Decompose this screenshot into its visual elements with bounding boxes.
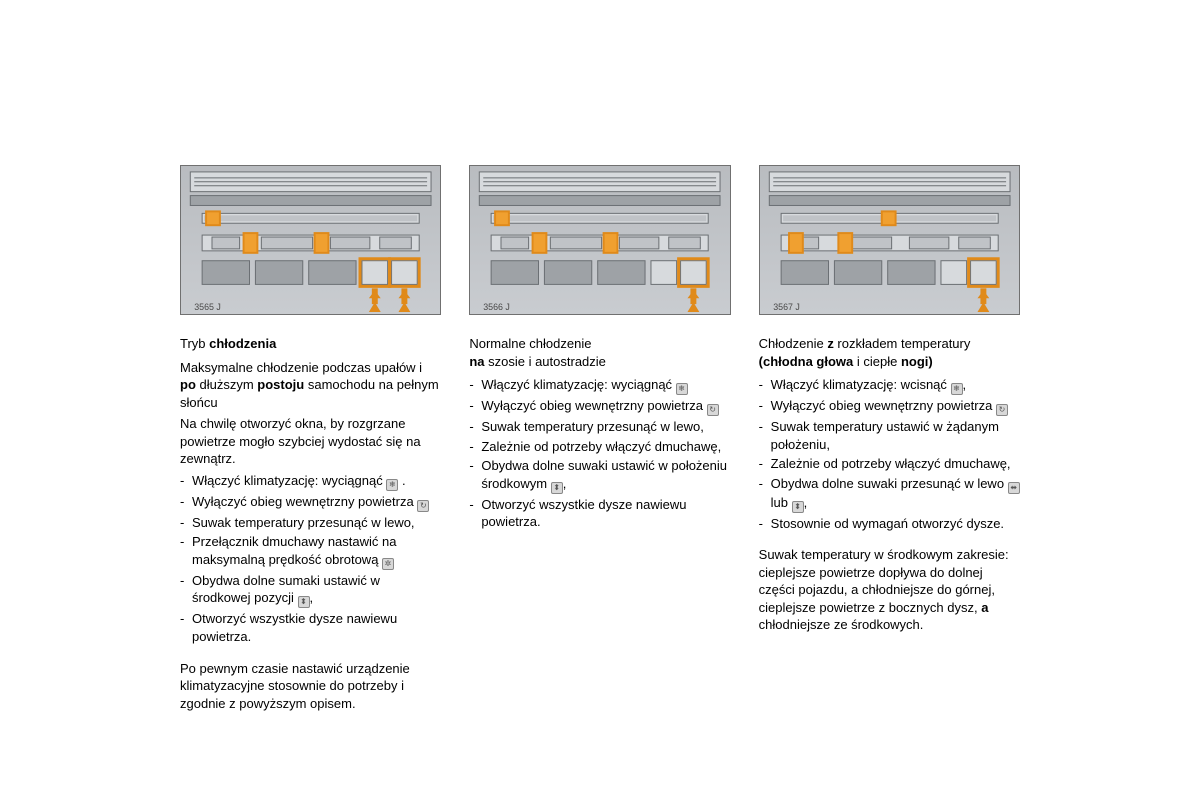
list-item: Suwak temperatury przesunąć w lewo, xyxy=(180,514,441,532)
t: (chłodna głowa xyxy=(759,354,854,369)
ac-icon: ❄ xyxy=(951,383,963,395)
list-item: Otworzyć wszystkie dysze nawiewu powietr… xyxy=(180,610,441,645)
vent-mid-icon: ⬍ xyxy=(551,482,563,494)
t: Obydwa dolne sumaki ustawić w środkowej … xyxy=(192,573,380,606)
diagram-label-3: 3567 J xyxy=(773,302,800,312)
t: Włączyć klimatyzację: wyciągnąć xyxy=(481,377,675,392)
t: Maksymalne chłodzenie podczas upałów i xyxy=(180,360,422,375)
fan-icon: ✲ xyxy=(382,558,394,570)
column-2: 3566 J Normalne chłodzenie na szosie i a… xyxy=(469,165,730,716)
t: szosie i autostradzie xyxy=(485,354,606,369)
vent-alt-icon: ⬍ xyxy=(792,501,804,513)
t: Normalne chłodzenie xyxy=(469,336,591,351)
t: po xyxy=(180,377,196,392)
col2-heading: Normalne chłodzenie na szosie i autostra… xyxy=(469,335,730,370)
t: Wyłączyć obieg wewnętrzny powietrza xyxy=(771,398,996,413)
t: chłodniejsze ze środkowych. xyxy=(759,617,924,632)
list-item: Wyłączyć obieg wewnętrzny powietrza ↻ xyxy=(759,397,1020,416)
t: Włączyć klimatyzację: wcisnąć xyxy=(771,377,951,392)
text: Tryb xyxy=(180,336,209,351)
list-item: Suwak temperatury ustawić w żądanym poło… xyxy=(759,418,1020,453)
col1-p2: Na chwilę otworzyć okna, by rozgrzane po… xyxy=(180,415,441,468)
col1-p1: Maksymalne chłodzenie podczas upałów i p… xyxy=(180,359,441,412)
list-item: Włączyć klimatyzację: wyciągnąć ❄ xyxy=(469,376,730,395)
list-item: Zależnie od potrzeby włączyć dmuchawę, xyxy=(759,455,1020,473)
col3-bullets: Włączyć klimatyzację: wcisnąć ❄, Wyłączy… xyxy=(759,376,1020,532)
col3-heading: Chłodzenie z rozkładem temperatury (chło… xyxy=(759,335,1020,370)
list-item: Przełącznik dmuchawy nastawić na maksyma… xyxy=(180,533,441,570)
list-item: Otworzyć wszystkie dysze nawiewu powietr… xyxy=(469,496,730,531)
t: Wyłączyć obieg wewnętrzny powietrza xyxy=(481,398,706,413)
list-item: Obydwa dolne suwaki przesunąć w lewo ⬌ l… xyxy=(759,475,1020,513)
list-item: Zależnie od potrzeby włączyć dmuchawę, xyxy=(469,438,730,456)
col1-p3: Po pewnym czasie nastawić urządzenie kli… xyxy=(180,660,441,713)
t: lub xyxy=(771,495,792,510)
vent-mid-icon: ⬍ xyxy=(298,596,310,608)
recirc-icon: ↻ xyxy=(707,404,719,416)
t: nogi) xyxy=(901,354,933,369)
column-1: 3565 J Tryb chłodzenia Maksymalne chłodz… xyxy=(180,165,441,716)
t: Wyłączyć obieg wewnętrzny powietrza xyxy=(192,494,417,509)
list-item: Obydwa dolne sumaki ustawić w środkowej … xyxy=(180,572,441,609)
t: i ciepłe xyxy=(853,354,901,369)
t: postoju xyxy=(257,377,304,392)
t: Obydwa dolne suwaki przesunąć w lewo xyxy=(771,476,1008,491)
col1-heading: Tryb chłodzenia xyxy=(180,335,441,353)
t: Suwak temperatury w środkowym zakresie: … xyxy=(759,547,1009,615)
diagram-1: 3565 J xyxy=(180,165,441,315)
list-item: Suwak temperatury przesunąć w lewo, xyxy=(469,418,730,436)
col1-bullets: Włączyć klimatyzację: wyciągnąć ❄ . Wyłą… xyxy=(180,472,441,646)
t: Przełącznik dmuchawy nastawić na maksyma… xyxy=(192,534,396,567)
t: Obydwa dolne suwaki ustawić w położeniu … xyxy=(481,458,727,491)
list-item: Stosownie od wymagań otworzyć dysze. xyxy=(759,515,1020,533)
text-bold: chłodzenia xyxy=(209,336,276,351)
diagram-2: 3566 J xyxy=(469,165,730,315)
list-item: Obydwa dolne suwaki ustawić w położeniu … xyxy=(469,457,730,494)
column-3: 3567 J Chłodzenie z rozkładem temperatur… xyxy=(759,165,1020,716)
diagram-3: 3567 J xyxy=(759,165,1020,315)
t: rozkładem temperatury xyxy=(834,336,971,351)
col3-p1: Suwak temperatury w środkowym zakresie: … xyxy=(759,546,1020,634)
page-columns: 3565 J Tryb chłodzenia Maksymalne chłodz… xyxy=(180,165,1020,716)
recirc-icon: ↻ xyxy=(996,404,1008,416)
recirc-icon: ↻ xyxy=(417,500,429,512)
list-item: Włączyć klimatyzację: wcisnąć ❄, xyxy=(759,376,1020,395)
list-item: Wyłączyć obieg wewnętrzny powietrza ↻ xyxy=(469,397,730,416)
vent-left-icon: ⬌ xyxy=(1008,482,1020,494)
diagram-label-2: 3566 J xyxy=(484,302,511,312)
t: na xyxy=(469,354,484,369)
list-item: Włączyć klimatyzację: wyciągnąć ❄ . xyxy=(180,472,441,491)
ac-icon: ❄ xyxy=(386,479,398,491)
diagram-label-1: 3565 J xyxy=(194,302,221,312)
t: a xyxy=(981,600,988,615)
t: Chłodzenie xyxy=(759,336,828,351)
list-item: Wyłączyć obieg wewnętrzny powietrza ↻ xyxy=(180,493,441,512)
col2-bullets: Włączyć klimatyzację: wyciągnąć ❄ Wyłącz… xyxy=(469,376,730,531)
ac-icon: ❄ xyxy=(676,383,688,395)
t: Włączyć klimatyzację: wyciągnąć xyxy=(192,473,386,488)
t: dłuższym xyxy=(196,377,257,392)
